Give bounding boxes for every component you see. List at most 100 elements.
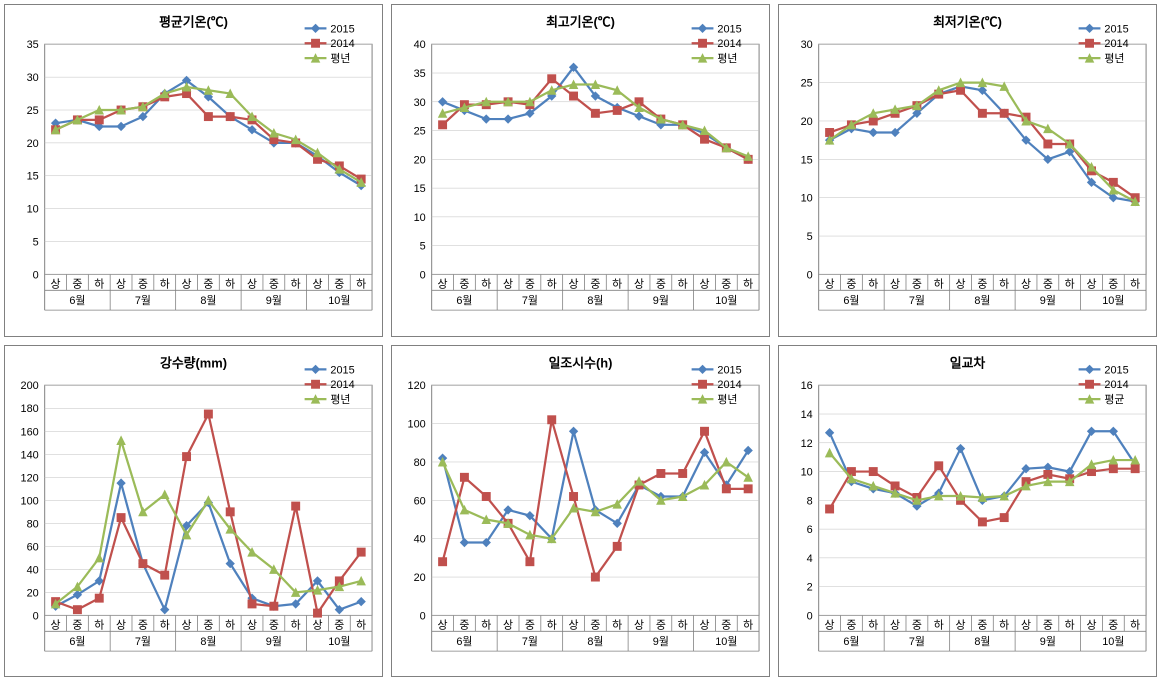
svg-text:평년: 평년 <box>330 393 350 406</box>
svg-text:하: 하 <box>868 617 878 631</box>
svg-text:하: 하 <box>678 276 688 290</box>
svg-text:30: 30 <box>801 39 813 51</box>
panel-max-temp: 0510152025303540상중하상중하상중하상중하상중하6월7월8월9월1… <box>391 4 770 337</box>
svg-text:하: 하 <box>1065 617 1075 631</box>
svg-text:중: 중 <box>203 619 213 631</box>
svg-text:20: 20 <box>414 572 426 584</box>
svg-text:7월: 7월 <box>135 294 151 307</box>
svg-text:하: 하 <box>999 617 1009 631</box>
svg-text:하: 하 <box>547 617 557 631</box>
svg-text:상: 상 <box>890 618 900 631</box>
svg-text:중: 중 <box>1108 619 1118 631</box>
svg-text:상: 상 <box>182 618 192 631</box>
svg-text:12: 12 <box>801 437 813 449</box>
svg-text:7월: 7월 <box>909 294 925 307</box>
svg-text:중: 중 <box>977 619 987 631</box>
svg-text:중: 중 <box>912 619 922 631</box>
svg-text:15: 15 <box>801 154 813 166</box>
svg-text:6월: 6월 <box>843 294 859 307</box>
svg-text:상: 상 <box>825 277 835 290</box>
svg-text:15: 15 <box>414 183 426 195</box>
svg-text:중: 중 <box>1108 278 1118 290</box>
svg-text:6월: 6월 <box>843 635 859 648</box>
svg-text:2014: 2014 <box>1104 379 1128 391</box>
svg-text:15: 15 <box>27 171 39 183</box>
svg-text:2014: 2014 <box>330 379 354 391</box>
svg-text:중: 중 <box>138 278 148 290</box>
panel-sunshine: 020406080100120상중하상중하상중하상중하상중하6월7월8월9월10… <box>391 345 770 678</box>
svg-text:6월: 6월 <box>456 294 472 307</box>
svg-text:하: 하 <box>1130 276 1140 290</box>
svg-text:25: 25 <box>801 78 813 90</box>
svg-text:하: 하 <box>94 617 104 631</box>
svg-text:하: 하 <box>612 276 622 290</box>
svg-text:상: 상 <box>634 618 644 631</box>
svg-text:중: 중 <box>203 278 213 290</box>
svg-text:8월: 8월 <box>200 294 216 307</box>
svg-text:상: 상 <box>247 618 257 631</box>
svg-text:평년: 평년 <box>717 393 737 406</box>
svg-text:7월: 7월 <box>522 294 538 307</box>
svg-text:하: 하 <box>678 617 688 631</box>
svg-text:20: 20 <box>27 587 39 599</box>
svg-text:10: 10 <box>27 204 39 216</box>
svg-text:중: 중 <box>1043 619 1053 631</box>
svg-text:하: 하 <box>743 617 753 631</box>
svg-text:5: 5 <box>807 231 813 243</box>
svg-text:80: 80 <box>414 456 426 468</box>
svg-text:평균: 평균 <box>1104 393 1124 406</box>
svg-text:2014: 2014 <box>330 38 354 50</box>
svg-text:9월: 9월 <box>1040 294 1056 307</box>
svg-text:중: 중 <box>721 278 731 290</box>
svg-text:60: 60 <box>27 541 39 553</box>
svg-text:중: 중 <box>269 278 279 290</box>
svg-text:중: 중 <box>72 619 82 631</box>
svg-text:중: 중 <box>459 278 469 290</box>
svg-text:8월: 8월 <box>200 635 216 648</box>
svg-text:하: 하 <box>291 617 301 631</box>
svg-text:5: 5 <box>33 237 39 249</box>
svg-text:9월: 9월 <box>653 294 669 307</box>
svg-text:중: 중 <box>656 278 666 290</box>
svg-text:40: 40 <box>414 533 426 545</box>
chart-precip: 020406080100120140160180200상중하상중하상중하상중하상… <box>5 346 382 677</box>
svg-text:25: 25 <box>27 105 39 117</box>
svg-text:상: 상 <box>569 277 579 290</box>
svg-text:평년: 평년 <box>1104 52 1124 65</box>
svg-text:최저기온(℃): 최저기온(℃) <box>933 14 1002 29</box>
svg-text:100: 100 <box>408 418 426 430</box>
svg-text:중: 중 <box>459 619 469 631</box>
svg-text:2014: 2014 <box>717 38 741 50</box>
svg-text:일교차: 일교차 <box>950 355 986 370</box>
svg-text:하: 하 <box>481 276 491 290</box>
panel-avg-temp: 05101520253035상중하상중하상중하상중하상중하6월7월8월9월10월… <box>4 4 383 337</box>
svg-text:평균기온(℃): 평균기온(℃) <box>159 14 228 29</box>
svg-text:4: 4 <box>807 552 813 564</box>
svg-text:10월: 10월 <box>715 635 737 648</box>
svg-text:하: 하 <box>547 276 557 290</box>
svg-text:2015: 2015 <box>1104 23 1128 35</box>
svg-text:하: 하 <box>356 617 366 631</box>
svg-text:160: 160 <box>21 426 39 438</box>
svg-text:40: 40 <box>27 564 39 576</box>
svg-text:하: 하 <box>160 276 170 290</box>
svg-text:하: 하 <box>356 276 366 290</box>
svg-text:강수량(mm): 강수량(mm) <box>160 355 227 370</box>
svg-text:10: 10 <box>801 466 813 478</box>
svg-text:30: 30 <box>27 72 39 84</box>
svg-text:2015: 2015 <box>330 364 354 376</box>
svg-text:2: 2 <box>807 581 813 593</box>
svg-text:10월: 10월 <box>715 294 737 307</box>
svg-text:상: 상 <box>890 277 900 290</box>
svg-text:상: 상 <box>699 618 709 631</box>
svg-text:상: 상 <box>438 618 448 631</box>
svg-text:9월: 9월 <box>653 635 669 648</box>
chart-grid: 05101520253035상중하상중하상중하상중하상중하6월7월8월9월10월… <box>0 0 1161 681</box>
svg-text:20: 20 <box>27 138 39 150</box>
svg-text:상: 상 <box>312 277 322 290</box>
svg-text:25: 25 <box>414 126 426 138</box>
svg-text:하: 하 <box>481 617 491 631</box>
svg-text:5: 5 <box>420 241 426 253</box>
svg-text:9월: 9월 <box>266 635 282 648</box>
svg-text:6: 6 <box>807 524 813 536</box>
